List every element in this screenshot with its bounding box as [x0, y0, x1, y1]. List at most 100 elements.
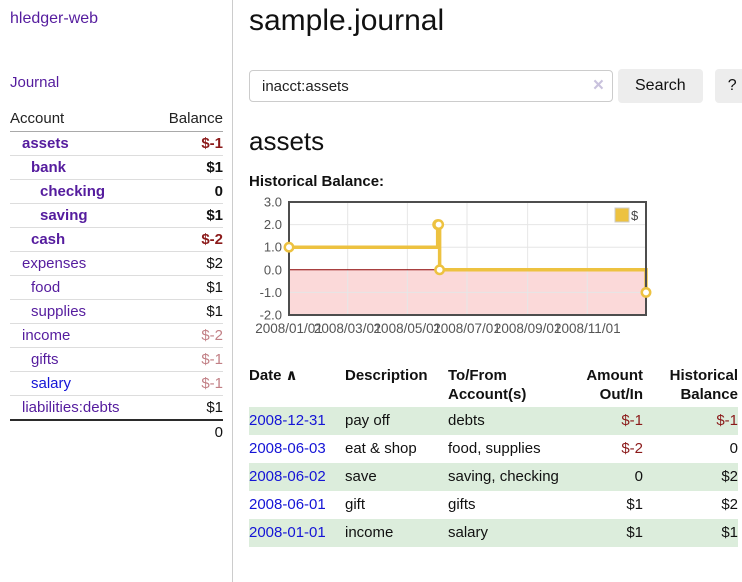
- transaction-date-link[interactable]: 2008-06-01: [249, 496, 326, 513]
- accounts-col-account: Account: [10, 108, 153, 132]
- account-row: food $1: [10, 275, 223, 300]
- sidebar-account-link-food[interactable]: food: [31, 279, 61, 296]
- svg-text:2008/03/01: 2008/03/01: [314, 321, 382, 336]
- transaction-balance: $-1: [716, 412, 738, 429]
- page-title: sample.journal: [249, 4, 445, 37]
- transaction-amount: 0: [634, 468, 643, 485]
- sidebar-account-link-assets[interactable]: assets: [22, 135, 69, 152]
- register-col-amount: Amount Out/In: [586, 367, 643, 403]
- sidebar-account-link-checking[interactable]: checking: [40, 183, 106, 200]
- account-balance: $1: [152, 155, 223, 180]
- sidebar-account-link-salary[interactable]: salary: [31, 375, 72, 392]
- svg-text:0.0: 0.0: [264, 262, 282, 277]
- transaction-description: pay off: [345, 412, 390, 429]
- transaction-row: 2008-06-03 eat & shop food, supplies $-2 0: [249, 435, 738, 463]
- register-col-accounts: To/From Account(s): [448, 367, 527, 403]
- transaction-row: 2008-01-01 income salary $1 $1: [249, 519, 738, 547]
- account-row: salary $-1: [10, 371, 223, 396]
- data-point-2008-06-02: [433, 219, 445, 231]
- legend-swatch: [614, 207, 630, 223]
- svg-text:2008/01/01: 2008/01/01: [255, 321, 323, 336]
- search-box: ×: [249, 70, 613, 102]
- transaction-accounts: debts: [448, 412, 485, 429]
- data-point-2008-12-31: [640, 286, 652, 298]
- transaction-amount: $-1: [621, 412, 643, 429]
- chart-title: Historical Balance:: [249, 173, 385, 190]
- help-button[interactable]: ?: [714, 69, 742, 103]
- search-input[interactable]: [249, 70, 613, 102]
- search-button[interactable]: Search: [618, 69, 703, 103]
- account-row: assets $-1: [10, 132, 223, 156]
- transaction-accounts: salary: [448, 524, 489, 541]
- account-row: saving $1: [10, 203, 223, 228]
- sidebar-account-link-income[interactable]: income: [22, 327, 71, 344]
- sidebar-account-link-bank[interactable]: bank: [31, 159, 67, 176]
- transaction-description: income: [345, 524, 394, 541]
- account-balance: $2: [152, 251, 223, 276]
- account-balance: 0: [152, 179, 223, 204]
- account-balance: $1: [152, 395, 223, 420]
- transaction-amount: $1: [626, 496, 643, 513]
- clear-search-icon[interactable]: ×: [592, 75, 604, 96]
- transaction-description: save: [345, 468, 377, 485]
- sidebar-account-link-expenses[interactable]: expenses: [22, 255, 87, 272]
- transaction-accounts: food, supplies: [448, 440, 541, 457]
- sidebar-item-journal[interactable]: Journal: [10, 74, 60, 91]
- transaction-balance: 0: [729, 440, 738, 457]
- transaction-accounts: gifts: [448, 496, 476, 513]
- register-table: Date ∧ Description To/From Account(s) Amou…: [249, 363, 738, 547]
- transaction-balance: $1: [721, 524, 738, 541]
- accounts-table: Account Balance assets $-1 bank $1 checking 0…: [10, 108, 223, 444]
- account-heading: assets: [249, 126, 325, 156]
- account-row: checking 0: [10, 179, 223, 204]
- account-row: gifts $-1: [10, 347, 223, 372]
- balance-chart-svg[interactable]: 3.0 2.0 1.0 0.0 -1.0 -2.02008/01/012008/03/01…: [249, 195, 653, 342]
- sidebar-account-link-cash[interactable]: cash: [31, 231, 66, 248]
- account-balance: $-2: [152, 227, 223, 252]
- transaction-description: eat & shop: [345, 440, 417, 457]
- sort-asc-icon: ∧: [285, 367, 298, 384]
- register-col-balance: Historical Balance: [669, 367, 738, 403]
- account-balance: $-1: [201, 135, 223, 152]
- svg-text:-2.0: -2.0: [260, 308, 282, 323]
- accounts-col-balance: Balance: [152, 108, 223, 132]
- transaction-description: gift: [345, 496, 366, 513]
- account-balance: $1: [152, 299, 223, 324]
- svg-text:2008/11/01: 2008/11/01: [554, 321, 621, 336]
- account-balance: $-1: [152, 347, 223, 372]
- account-balance: $1: [152, 203, 223, 228]
- sidebar-account-link-supplies[interactable]: supplies: [31, 303, 87, 320]
- sidebar-account-link-liabilities-debts[interactable]: liabilities:debts: [22, 399, 120, 416]
- data-point-2008-01-01: [283, 241, 295, 253]
- sidebar-account-link-saving[interactable]: saving: [40, 207, 88, 224]
- transaction-row: 2008-06-02 save saving, checking 0 $2: [249, 463, 738, 491]
- svg-text:3.0: 3.0: [264, 196, 282, 210]
- search-form: × Search ?: [249, 69, 742, 103]
- account-row: cash $-2: [10, 227, 223, 252]
- transaction-balance: $2: [721, 496, 738, 513]
- register-col-date[interactable]: Date ∧: [249, 367, 298, 384]
- transaction-date-link[interactable]: 2008-06-03: [249, 440, 326, 457]
- transaction-balance: $2: [721, 468, 738, 485]
- account-balance: $-2: [152, 323, 223, 348]
- main-content: sample.journal × Search ? assets Histori…: [233, 0, 742, 582]
- transaction-date-link[interactable]: 2008-12-31: [249, 412, 326, 429]
- register-col-description: Description: [345, 367, 428, 384]
- transaction-row: 2008-06-01 gift gifts $1 $2: [249, 491, 738, 519]
- transaction-amount: $1: [626, 524, 643, 541]
- svg-text:1.0: 1.0: [264, 240, 282, 255]
- transaction-amount: $-2: [621, 440, 643, 457]
- legend-label: $: [631, 208, 639, 223]
- app-title-link[interactable]: hledger-web: [10, 10, 99, 27]
- account-row: supplies $1: [10, 299, 223, 324]
- account-row: expenses $2: [10, 251, 223, 276]
- transaction-date-link[interactable]: 2008-01-01: [249, 524, 326, 541]
- transaction-date-link[interactable]: 2008-06-02: [249, 468, 326, 485]
- sidebar-account-link-gifts[interactable]: gifts: [31, 351, 59, 368]
- svg-text:2008/09/01: 2008/09/01: [494, 321, 562, 336]
- account-balance: $1: [152, 275, 223, 300]
- svg-text:2008/07/01: 2008/07/01: [433, 321, 501, 336]
- data-point-2008-06-03: [434, 264, 446, 276]
- accounts-total-value: 0: [152, 419, 223, 444]
